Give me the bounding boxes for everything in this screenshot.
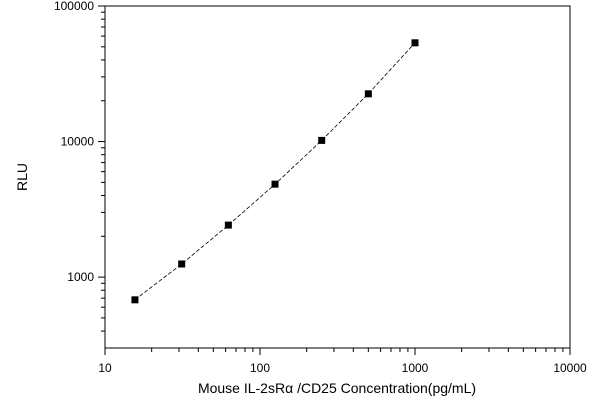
fit-line bbox=[134, 42, 416, 301]
data-point bbox=[411, 39, 419, 47]
data-point bbox=[364, 90, 372, 98]
y-tick-label: 100000 bbox=[54, 0, 94, 13]
data-point bbox=[271, 180, 279, 188]
x-axis-title: Mouse IL-2sRα /CD25 Concentration(pg/mL) bbox=[198, 380, 476, 396]
data-point bbox=[318, 136, 326, 144]
data-point bbox=[224, 221, 232, 229]
x-tick-label: 1000 bbox=[402, 361, 429, 375]
plot-frame bbox=[104, 5, 571, 349]
x-tick-label: 10 bbox=[98, 361, 112, 375]
x-tick-label: 100 bbox=[250, 361, 270, 375]
fit-curve bbox=[134, 42, 416, 301]
data-point bbox=[178, 260, 186, 268]
data-point bbox=[131, 296, 139, 304]
y-tick-label: 10000 bbox=[61, 135, 95, 149]
x-axis: 10 100 1000 10000 bbox=[98, 348, 587, 375]
x-tick-label: 10000 bbox=[553, 361, 587, 375]
data-points bbox=[131, 39, 419, 304]
y-axis: 1000 10000 100000 bbox=[54, 0, 105, 332]
y-tick-label: 1000 bbox=[67, 270, 94, 284]
y-axis-title: RLU bbox=[14, 163, 30, 191]
